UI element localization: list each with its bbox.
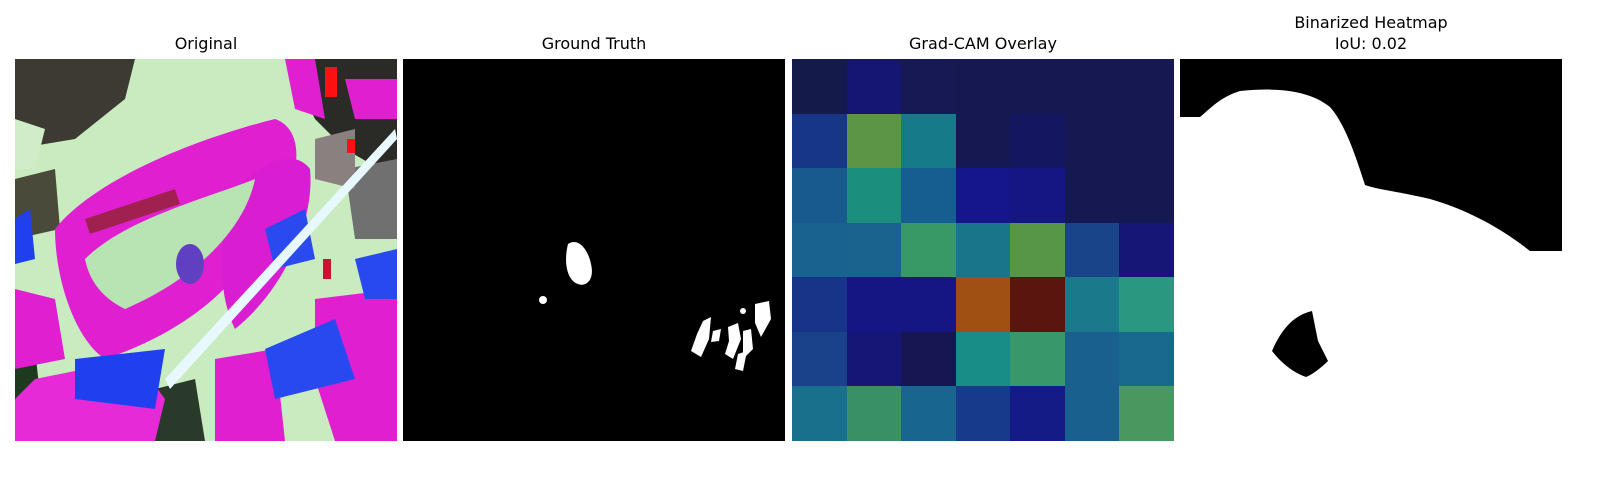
heatmap-cell — [956, 114, 1010, 168]
heatmap-cell — [847, 59, 901, 114]
heatmap-cell — [1010, 277, 1065, 332]
panel-original: Original — [15, 0, 397, 500]
heatmap-cell — [1119, 114, 1174, 168]
heatmap-cell — [901, 277, 956, 332]
panel-title: Grad-CAM Overlay — [792, 34, 1174, 54]
heatmap-cell — [847, 332, 901, 386]
iou-score: IoU: 0.02 — [1180, 34, 1562, 54]
heatmap-cell — [1065, 223, 1119, 277]
heatmap-cell — [1065, 277, 1119, 332]
heatmap-cell — [901, 59, 956, 114]
heatmap-cell — [1119, 223, 1174, 277]
panel-title: Binarized Heatmap — [1180, 13, 1562, 33]
heatmap-cell — [847, 277, 901, 332]
heatmap-cell — [1010, 332, 1065, 386]
heatmap-cell — [1010, 168, 1065, 223]
heatmap-cell — [792, 277, 847, 332]
heatmap-cell — [1010, 386, 1065, 441]
heatmap-cell — [1065, 114, 1119, 168]
binarized-mask — [1180, 59, 1562, 441]
heatmap-cell — [1119, 332, 1174, 386]
heatmap-cell — [847, 114, 901, 168]
heatmap-cell — [901, 386, 956, 441]
heatmap-cell — [1010, 59, 1065, 114]
heatmap-cell — [1119, 59, 1174, 114]
heatmap-cell — [956, 277, 1010, 332]
original-image — [15, 59, 397, 441]
heatmap-cell — [956, 223, 1010, 277]
heatmap-cell — [847, 386, 901, 441]
heatmap-cell — [792, 59, 847, 114]
heatmap-cell — [956, 386, 1010, 441]
heatmap-cell — [792, 168, 847, 223]
heatmap-cell — [1065, 168, 1119, 223]
heatmap-cell — [1010, 223, 1065, 277]
heatmap-cell — [901, 114, 956, 168]
heatmap-cell — [1119, 168, 1174, 223]
heatmap-cell — [901, 223, 956, 277]
heatmap-cell — [1119, 277, 1174, 332]
panel-title: Ground Truth — [403, 34, 785, 54]
panel-ground-truth: Ground Truth — [403, 0, 785, 500]
panel-gradcam-overlay: Grad-CAM Overlay — [792, 0, 1174, 500]
heatmap-cell — [1065, 332, 1119, 386]
heatmap-cell — [1065, 59, 1119, 114]
heatmap-cell — [956, 332, 1010, 386]
heatmap-cell — [792, 223, 847, 277]
panel-binarized-heatmap: Binarized Heatmap IoU: 0.02 — [1180, 0, 1562, 500]
heatmap-cell — [792, 332, 847, 386]
heatmap-cell — [847, 168, 901, 223]
panel-title: Original — [15, 34, 397, 54]
ground-truth-mask — [403, 59, 785, 441]
heatmap-cell — [956, 59, 1010, 114]
heatmap-cell — [847, 223, 901, 277]
heatmap-cell — [1010, 114, 1065, 168]
heatmap-cell — [1065, 386, 1119, 441]
heatmap-cell — [901, 168, 956, 223]
heatmap-cell — [792, 386, 847, 441]
heatmap-cell — [901, 332, 956, 386]
heatmap-cell — [956, 168, 1010, 223]
heatmap-cell — [1119, 386, 1174, 441]
heatmap-cell — [792, 114, 847, 168]
gradcam-heatmap — [792, 59, 1174, 441]
